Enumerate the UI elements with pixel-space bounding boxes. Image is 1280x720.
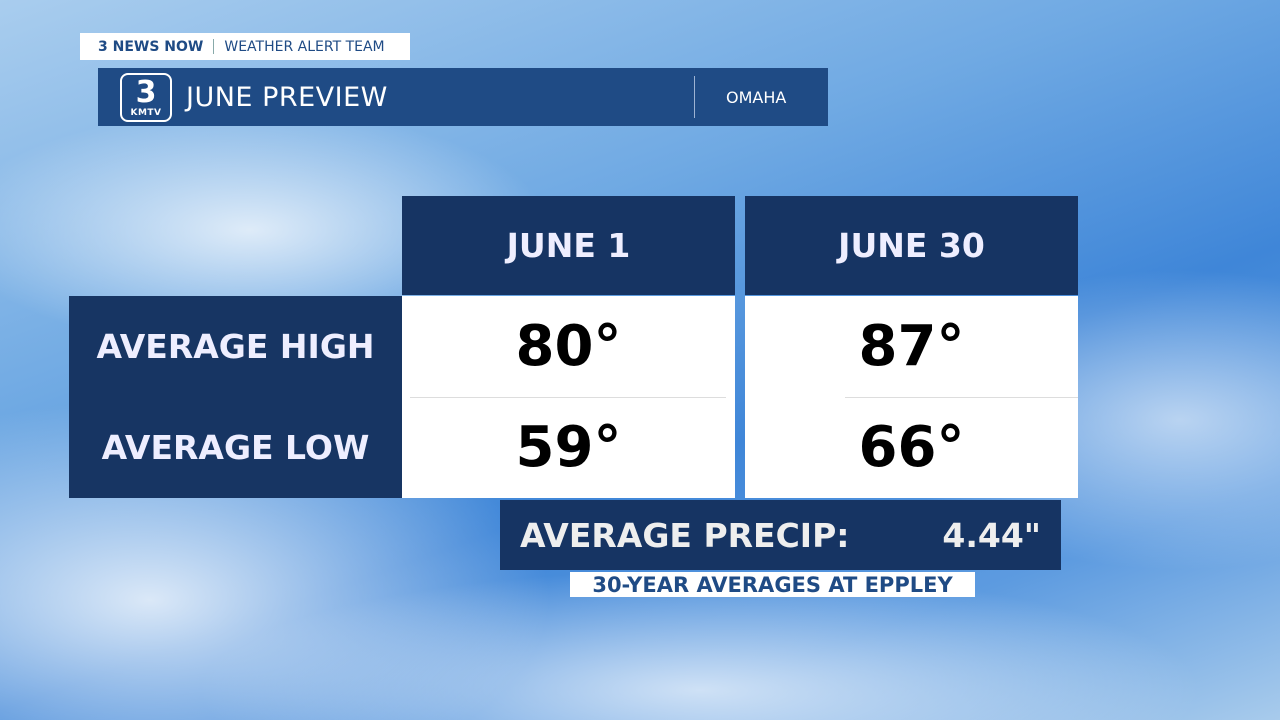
footnote: 30-YEAR AVERAGES AT EPPLEY (570, 572, 975, 597)
precip-box: AVERAGE PRECIP: 4.44" (500, 500, 1061, 570)
page-title: JUNE PREVIEW (186, 82, 388, 113)
team-name: WEATHER ALERT TEAM (224, 38, 385, 55)
precip-value: 4.44" (942, 515, 1041, 555)
column-header-june-30: JUNE 30 (745, 196, 1078, 295)
brand-name: 3 NEWS NOW (98, 38, 204, 55)
divider (694, 76, 695, 118)
title-bar: 3 KMTV JUNE PREVIEW OMAHA (98, 68, 828, 126)
precip-label: AVERAGE PRECIP: (520, 515, 850, 555)
location: OMAHA (726, 88, 787, 107)
row-label-low: AVERAGE LOW (69, 397, 402, 498)
kmtv-logo-icon: 3 KMTV (120, 73, 172, 122)
cell-low-june-30: 66° (745, 397, 1078, 498)
cell-high-june-30: 87° (745, 296, 1078, 397)
cell-low-june-1: 59° (402, 397, 735, 498)
row-label-high: AVERAGE HIGH (69, 296, 402, 397)
column-header-june-1: JUNE 1 (402, 196, 735, 295)
logo-number: 3 (135, 74, 157, 110)
row-divider (845, 397, 1078, 398)
logo-callsign: KMTV (130, 107, 162, 118)
brand-strip: 3 NEWS NOW WEATHER ALERT TEAM (80, 33, 410, 60)
row-divider (410, 397, 726, 398)
divider (213, 39, 215, 54)
cell-high-june-1: 80° (402, 296, 735, 397)
